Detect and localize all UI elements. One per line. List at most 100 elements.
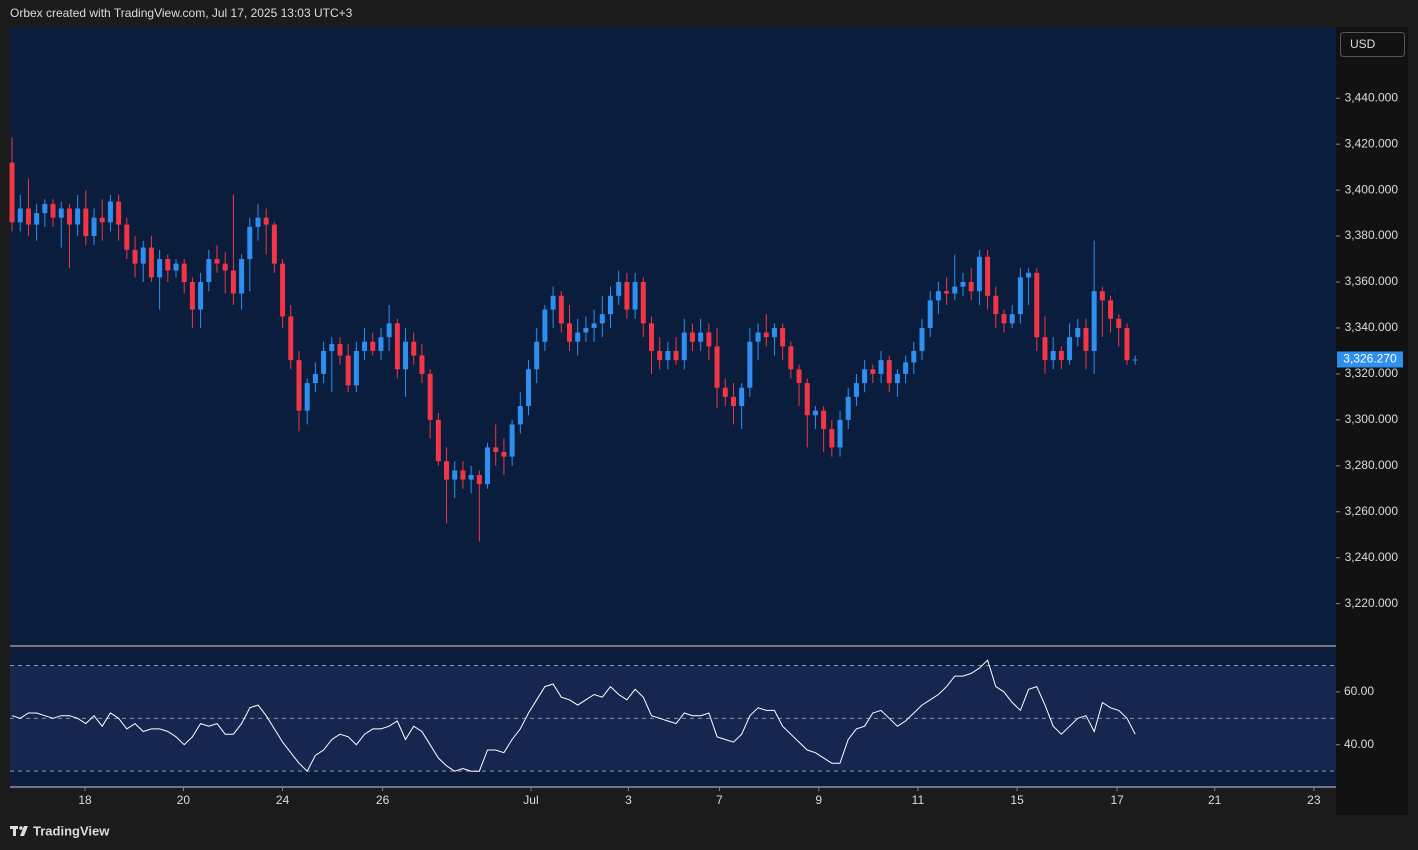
candle-body bbox=[640, 282, 646, 324]
candle-body bbox=[1001, 314, 1007, 324]
candle-body bbox=[607, 295, 613, 315]
candle-body bbox=[1132, 359, 1138, 361]
candle-body bbox=[960, 282, 966, 287]
brand: TradingView bbox=[33, 823, 110, 838]
candle-body bbox=[362, 341, 368, 351]
candle-body bbox=[116, 201, 122, 225]
candle-body bbox=[706, 332, 712, 347]
x-tick-label: 21 bbox=[1208, 793, 1222, 807]
candle-body bbox=[99, 217, 105, 223]
last-price-label: 3,326.270 bbox=[1343, 352, 1397, 366]
x-tick-label: 11 bbox=[912, 793, 925, 807]
candle-body bbox=[812, 410, 818, 416]
candle-body bbox=[91, 217, 97, 237]
x-tick-label: 24 bbox=[276, 793, 290, 807]
x-tick-label: 26 bbox=[376, 793, 390, 807]
candle-body bbox=[968, 282, 974, 292]
candle-body bbox=[304, 383, 310, 411]
candle-body bbox=[853, 383, 859, 397]
candle-body bbox=[370, 341, 376, 351]
x-tick-label: 18 bbox=[78, 793, 92, 807]
x-tick-label: 17 bbox=[1110, 793, 1124, 807]
candle-body bbox=[944, 291, 950, 294]
candle-body bbox=[985, 256, 991, 296]
y-tick-label: 3,340.000 bbox=[1345, 320, 1399, 334]
candle-body bbox=[50, 203, 56, 218]
candle-body bbox=[1083, 327, 1089, 351]
candle-body bbox=[75, 208, 81, 225]
y-tick-label: 3,260.000 bbox=[1345, 504, 1399, 518]
candle-body bbox=[1042, 337, 1048, 361]
candle-body bbox=[935, 291, 941, 301]
candle-body bbox=[878, 360, 884, 374]
candle-body bbox=[288, 316, 294, 361]
candle-body bbox=[140, 247, 146, 264]
candle-body bbox=[435, 419, 441, 462]
candle-body bbox=[632, 282, 638, 310]
currency-button[interactable] bbox=[1340, 32, 1405, 57]
candle-body bbox=[403, 341, 409, 370]
candle-body bbox=[698, 332, 704, 342]
candle-body bbox=[550, 295, 556, 310]
candle-body bbox=[952, 286, 958, 294]
candle-body bbox=[517, 406, 523, 425]
candle-body bbox=[567, 323, 573, 342]
candle-body bbox=[476, 474, 482, 485]
price-axis bbox=[1336, 27, 1408, 815]
candle-body bbox=[1017, 277, 1023, 315]
candle-body bbox=[722, 387, 728, 397]
y-tick-label: 3,400.000 bbox=[1345, 182, 1399, 196]
price-pane bbox=[10, 27, 1336, 645]
candle-body bbox=[165, 259, 171, 271]
candle-body bbox=[493, 447, 499, 453]
candle-body bbox=[124, 224, 130, 250]
y-tick-label: 3,300.000 bbox=[1345, 412, 1399, 426]
candle-body bbox=[173, 263, 179, 271]
x-tick-label: 9 bbox=[815, 793, 822, 807]
rsi-band bbox=[10, 665, 1336, 772]
x-tick-label: 20 bbox=[177, 793, 191, 807]
candle-body bbox=[681, 332, 687, 361]
candle-body bbox=[1108, 300, 1114, 319]
candle-body bbox=[214, 259, 220, 264]
candle-body bbox=[25, 208, 31, 225]
candle-body bbox=[247, 226, 253, 260]
candle-body bbox=[624, 282, 630, 310]
candle-body bbox=[312, 373, 318, 384]
candle-body bbox=[83, 208, 89, 237]
candle-body bbox=[157, 259, 163, 278]
candle-body bbox=[788, 346, 794, 370]
candle-body bbox=[1124, 327, 1130, 361]
y-tick-label: 3,280.000 bbox=[1345, 458, 1399, 472]
candle-body bbox=[804, 383, 810, 416]
candle-body bbox=[714, 346, 720, 388]
candle-body bbox=[591, 323, 597, 328]
candle-body bbox=[763, 332, 769, 338]
y-tick-label: 3,220.000 bbox=[1345, 596, 1399, 610]
candle-body bbox=[542, 309, 548, 342]
candle-body bbox=[394, 323, 400, 370]
candle-body bbox=[9, 162, 15, 223]
candle-body bbox=[345, 355, 351, 386]
x-tick-label: 7 bbox=[716, 793, 723, 807]
candle-body bbox=[419, 355, 425, 374]
candle-body bbox=[411, 341, 417, 356]
candle-body bbox=[870, 369, 876, 374]
candle-body bbox=[665, 350, 671, 361]
candle-body bbox=[329, 344, 335, 351]
candle-body bbox=[894, 373, 900, 384]
candle-body bbox=[452, 470, 458, 480]
candle-body bbox=[575, 332, 581, 342]
candle-body bbox=[181, 263, 187, 283]
candle-body bbox=[1050, 350, 1056, 361]
candle-body bbox=[829, 429, 835, 448]
x-tick-label: 3 bbox=[625, 793, 632, 807]
candle-body bbox=[509, 424, 515, 457]
candle-body bbox=[444, 461, 450, 480]
candle-body bbox=[148, 247, 154, 278]
candle-body bbox=[837, 419, 843, 448]
candle-body bbox=[468, 474, 474, 480]
candle-body bbox=[771, 327, 777, 338]
